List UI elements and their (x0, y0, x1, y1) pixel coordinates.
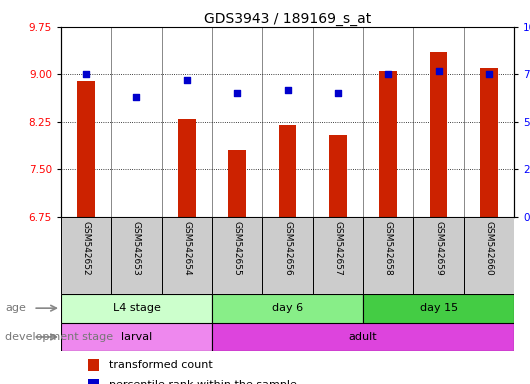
Text: GSM542658: GSM542658 (384, 221, 393, 276)
Text: L4 stage: L4 stage (112, 303, 161, 313)
Point (82, 71, 90, 78)
Bar (178, 119, 196, 217)
Bar (212, 323, 514, 351)
Bar (363, 217, 413, 294)
Text: GSM542659: GSM542659 (434, 221, 443, 276)
Text: day 15: day 15 (420, 303, 457, 313)
Bar (464, 217, 514, 294)
Bar (111, 217, 162, 294)
Text: day 6: day 6 (272, 303, 303, 313)
Text: GSM542656: GSM542656 (283, 221, 292, 276)
Bar (228, 151, 246, 217)
Point (182, 77, 191, 83)
Bar (61, 323, 212, 351)
Text: GSM542654: GSM542654 (182, 221, 191, 275)
Text: GSM542652: GSM542652 (82, 221, 91, 275)
Text: transformed count: transformed count (109, 360, 213, 370)
Bar (413, 217, 464, 294)
Bar (212, 217, 262, 294)
Bar (61, 217, 111, 294)
Text: GSM542655: GSM542655 (233, 221, 242, 276)
Bar (430, 52, 447, 217)
Bar (279, 125, 296, 217)
Point (384, 71, 392, 78)
Point (132, 94, 141, 100)
Title: GDS3943 / 189169_s_at: GDS3943 / 189169_s_at (204, 12, 371, 26)
Point (484, 71, 493, 78)
Text: percentile rank within the sample: percentile rank within the sample (109, 379, 296, 384)
Bar (313, 217, 363, 294)
Bar (262, 217, 313, 294)
Point (435, 68, 443, 74)
Text: development stage: development stage (5, 332, 113, 342)
Bar (88, 379, 100, 384)
Text: age: age (5, 303, 26, 313)
Bar (162, 217, 212, 294)
Bar (363, 294, 514, 323)
Bar (88, 359, 100, 371)
Bar (61, 294, 212, 323)
Text: larval: larval (121, 332, 152, 342)
Text: GSM542653: GSM542653 (132, 221, 141, 276)
Text: GSM542660: GSM542660 (484, 221, 493, 276)
Bar (480, 68, 498, 217)
Point (334, 90, 342, 96)
Bar (77, 81, 95, 217)
Point (233, 90, 242, 96)
Bar (379, 71, 397, 217)
Text: GSM542657: GSM542657 (333, 221, 342, 276)
Point (283, 86, 292, 93)
Bar (212, 294, 363, 323)
Bar (329, 135, 347, 217)
Text: adult: adult (349, 332, 377, 342)
